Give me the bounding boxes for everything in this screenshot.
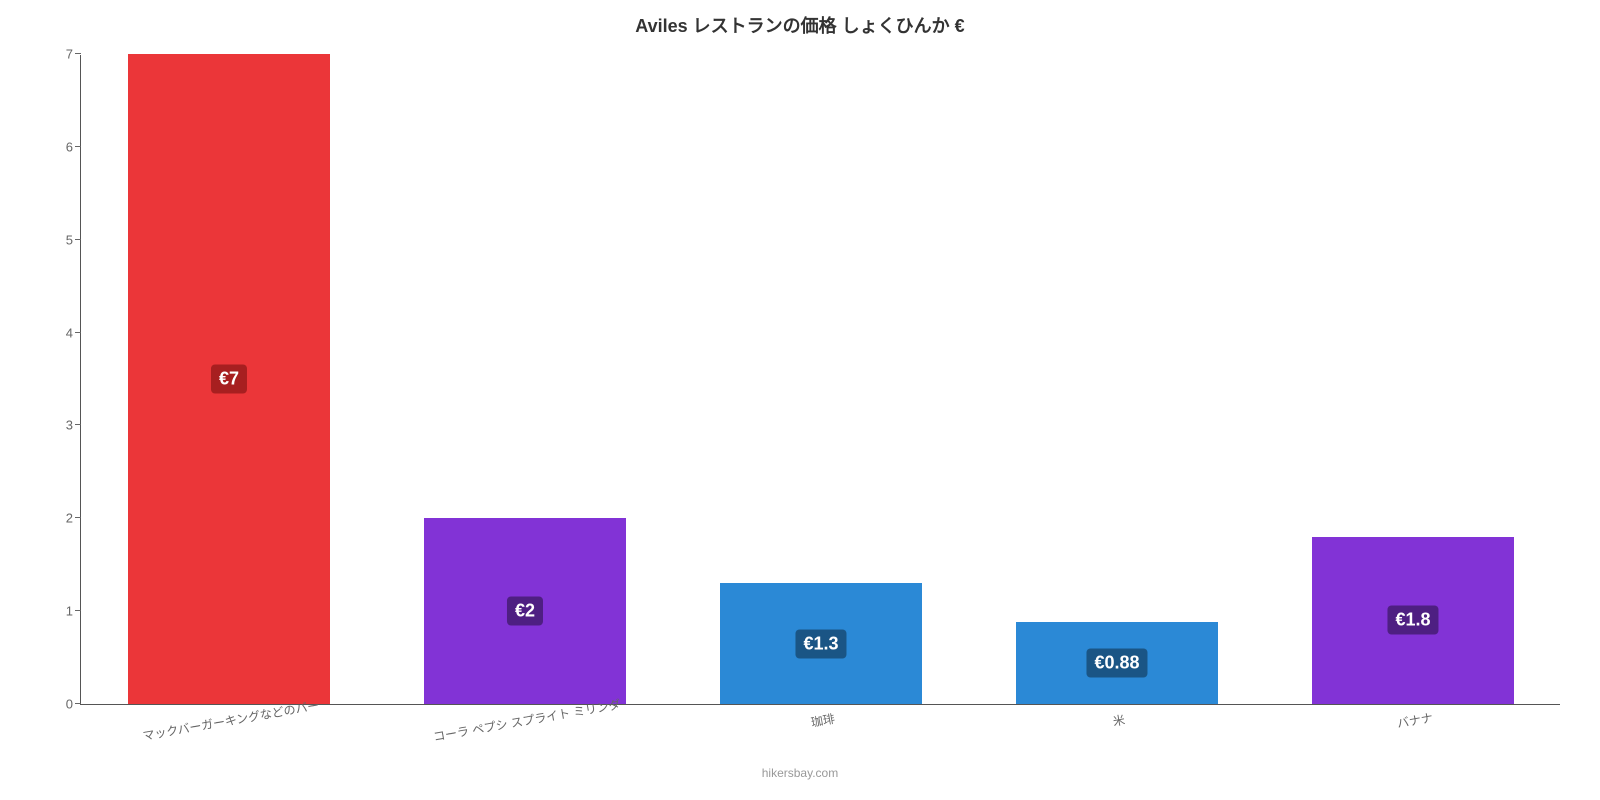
x-tick-label: 珈琲 — [808, 702, 836, 731]
y-tick-label: 7 — [41, 47, 73, 62]
y-tick-label: 0 — [41, 697, 73, 712]
plot-area: 01234567€7マックバーガーキングなどのバー€2コーラ ペプシ スプライト… — [80, 55, 1560, 705]
x-tick-label: バナナ — [1394, 701, 1434, 732]
y-tick-label: 6 — [41, 139, 73, 154]
y-tick-mark — [75, 332, 81, 333]
bar-value-label: €7 — [211, 365, 247, 394]
y-tick-label: 2 — [41, 511, 73, 526]
bar-value-label: €1.3 — [795, 629, 846, 658]
y-tick-mark — [75, 703, 81, 704]
chart-title: Aviles レストランの価格 しょくひんか € — [0, 12, 1600, 38]
y-tick-label: 5 — [41, 232, 73, 247]
chart-credit: hikersbay.com — [0, 766, 1600, 780]
y-tick-label: 1 — [41, 604, 73, 619]
bar-value-label: €0.88 — [1086, 649, 1147, 678]
y-tick-label: 3 — [41, 418, 73, 433]
y-tick-mark — [75, 239, 81, 240]
y-tick-mark — [75, 517, 81, 518]
x-tick-label: 米 — [1110, 703, 1126, 730]
y-tick-mark — [75, 146, 81, 147]
price-bar-chart: Aviles レストランの価格 しょくひんか € 01234567€7マックバー… — [0, 0, 1600, 800]
y-tick-mark — [75, 53, 81, 54]
bar-value-label: €2 — [507, 597, 543, 626]
y-tick-mark — [75, 610, 81, 611]
bar-value-label: €1.8 — [1387, 606, 1438, 635]
y-tick-label: 4 — [41, 325, 73, 340]
y-tick-mark — [75, 424, 81, 425]
